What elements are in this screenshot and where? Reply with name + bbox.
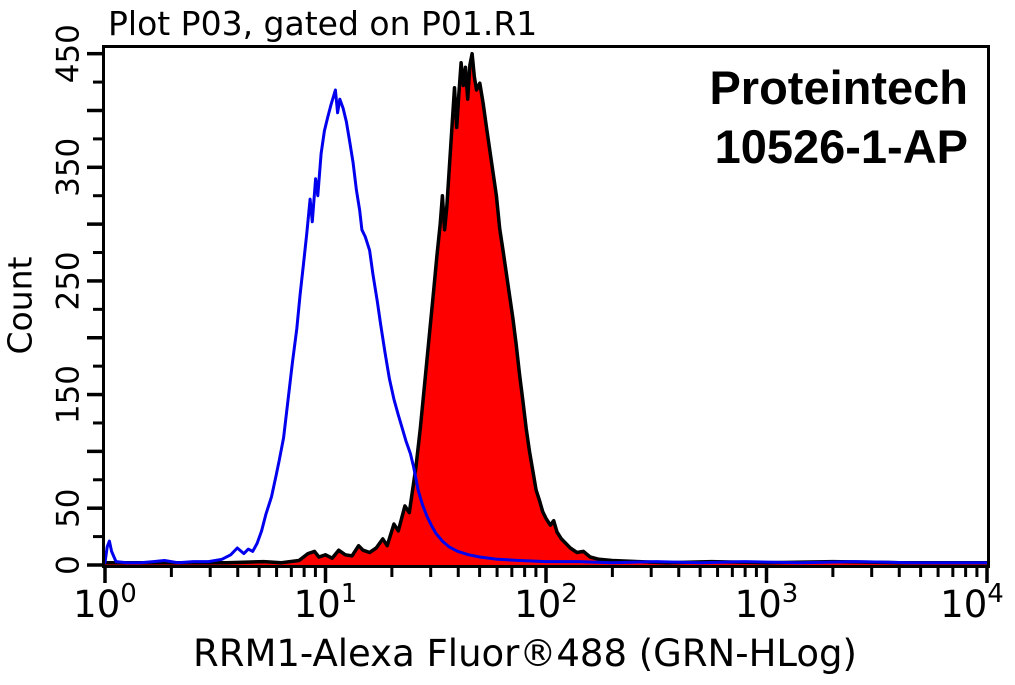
x-axis-title: RRM1-Alexa Fluor®488 (GRN-HLog) — [193, 632, 857, 675]
plot-area — [102, 45, 990, 568]
y-tick-label: 250 — [51, 251, 87, 310]
x-tick-label: 104 — [912, 581, 1015, 626]
plot-title: Plot P03, gated on P01.R1 — [108, 4, 538, 43]
y-tick-label: 350 — [51, 138, 87, 197]
x-tick-exponent: 0 — [120, 579, 137, 609]
y-tick-label: 0 — [51, 555, 87, 575]
x-tick-base: 10 — [734, 583, 782, 626]
x-tick-exponent: 2 — [561, 579, 578, 609]
y-tick-label: 450 — [51, 24, 87, 83]
x-tick-label: 102 — [486, 581, 606, 626]
y-axis-title: Count — [0, 256, 40, 355]
red-histogram-black-outline — [105, 51, 987, 565]
x-tick-base: 10 — [293, 583, 341, 626]
x-tick-label: 101 — [266, 581, 386, 626]
x-tick-label: 100 — [45, 581, 165, 626]
x-tick-exponent: 4 — [987, 579, 1004, 609]
y-tick-label: 150 — [51, 365, 87, 424]
histogram-curves-svg — [105, 51, 987, 565]
annotation-vendor: Proteintech — [709, 61, 968, 114]
x-tick-exponent: 3 — [781, 579, 799, 609]
blue-open-histogram-curve — [105, 88, 987, 565]
x-tick-exponent: 1 — [340, 579, 358, 609]
annotation-catalog-number: 10526-1-AP — [714, 120, 968, 173]
x-tick-base: 10 — [514, 583, 562, 626]
x-tick-base: 10 — [73, 583, 121, 626]
y-tick-label: 50 — [51, 488, 87, 527]
x-tick-label: 103 — [707, 581, 827, 626]
antibody-annotation: Proteintech 10526-1-AP — [709, 58, 968, 176]
x-tick-base: 10 — [940, 583, 988, 626]
